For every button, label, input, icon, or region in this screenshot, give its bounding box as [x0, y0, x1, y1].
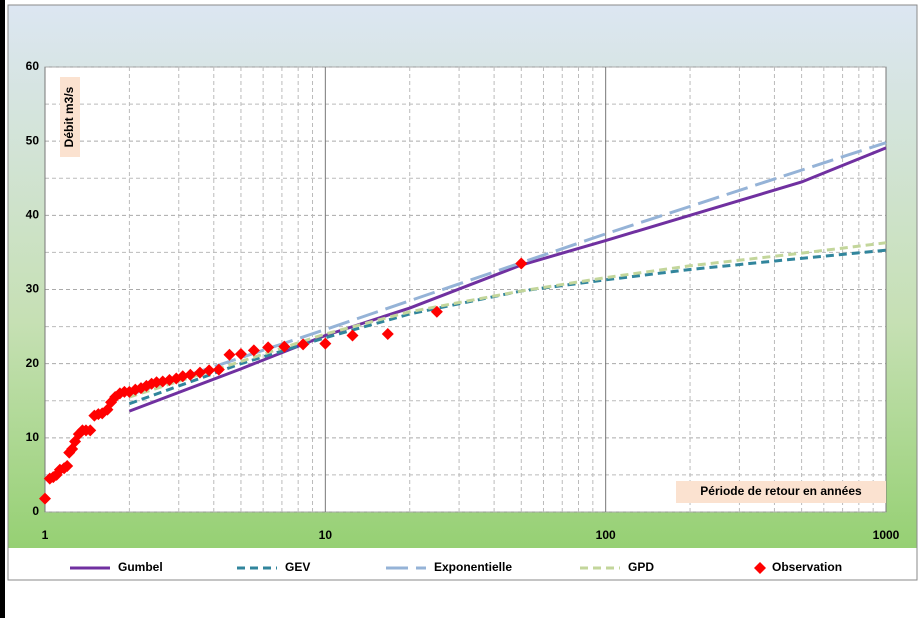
y-tick-label: 60 — [26, 59, 40, 73]
legend-label: GPD — [628, 560, 654, 574]
observation-point — [84, 424, 97, 437]
observation-point — [515, 257, 528, 270]
y-tick-label: 20 — [26, 356, 40, 370]
x-label-box — [676, 481, 886, 503]
series-line — [128, 141, 887, 397]
observation-point — [193, 366, 206, 379]
observation-point — [319, 337, 332, 350]
observation-point — [262, 341, 275, 354]
y-label-box — [60, 77, 80, 157]
y-axis-label: Débit m3/s — [62, 86, 76, 147]
legend-marker — [754, 562, 766, 574]
y-tick-label: 0 — [32, 504, 39, 518]
y-tick-label: 30 — [26, 282, 40, 296]
observation-point — [184, 368, 197, 381]
x-axis-label: Période de retour en années — [700, 484, 862, 498]
observation-point — [297, 338, 310, 351]
observation-point — [39, 492, 51, 505]
legend-label: Gumbel — [118, 560, 163, 574]
left-bar — [0, 0, 5, 618]
observation-point — [430, 305, 443, 318]
observation-point — [61, 460, 74, 473]
observation-point — [278, 340, 291, 353]
x-tick-label: 1 — [42, 528, 49, 542]
observation-point — [223, 348, 236, 361]
observation-point — [234, 348, 247, 361]
legend-band — [8, 548, 917, 580]
observation-point — [381, 328, 394, 340]
legend-label: Observation — [772, 560, 842, 574]
y-tick-label: 10 — [26, 430, 40, 444]
observation-point — [176, 370, 189, 383]
observation-point — [203, 364, 216, 377]
observation-point — [346, 329, 359, 342]
observation-point — [247, 344, 260, 357]
x-tick-label: 10 — [319, 528, 333, 542]
x-tick-label: 1000 — [873, 528, 900, 542]
y-tick-label: 40 — [26, 208, 40, 222]
x-tick-label: 100 — [596, 528, 616, 542]
legend-label: Exponentielle — [434, 560, 512, 574]
legend-label: GEV — [285, 560, 310, 574]
y-tick-label: 50 — [26, 133, 40, 147]
observation-point — [212, 363, 225, 376]
